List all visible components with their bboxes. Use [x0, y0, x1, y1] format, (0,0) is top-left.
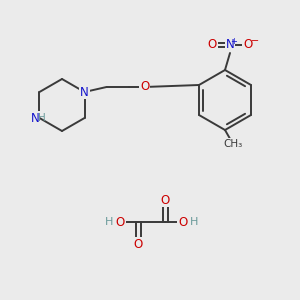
Text: O: O	[160, 194, 169, 206]
Text: N: N	[226, 38, 234, 52]
Text: O: O	[207, 38, 217, 52]
Text: O: O	[243, 38, 253, 52]
Text: N: N	[80, 85, 89, 98]
Text: H: H	[38, 113, 46, 123]
Text: O: O	[116, 215, 124, 229]
Text: CH₃: CH₃	[224, 139, 243, 149]
Text: H: H	[190, 217, 198, 227]
Text: +: +	[231, 37, 237, 46]
Text: O: O	[140, 80, 149, 94]
Text: O: O	[134, 238, 142, 250]
Text: O: O	[178, 215, 188, 229]
Text: N: N	[31, 112, 40, 124]
Text: −: −	[251, 36, 259, 46]
Text: H: H	[105, 217, 113, 227]
